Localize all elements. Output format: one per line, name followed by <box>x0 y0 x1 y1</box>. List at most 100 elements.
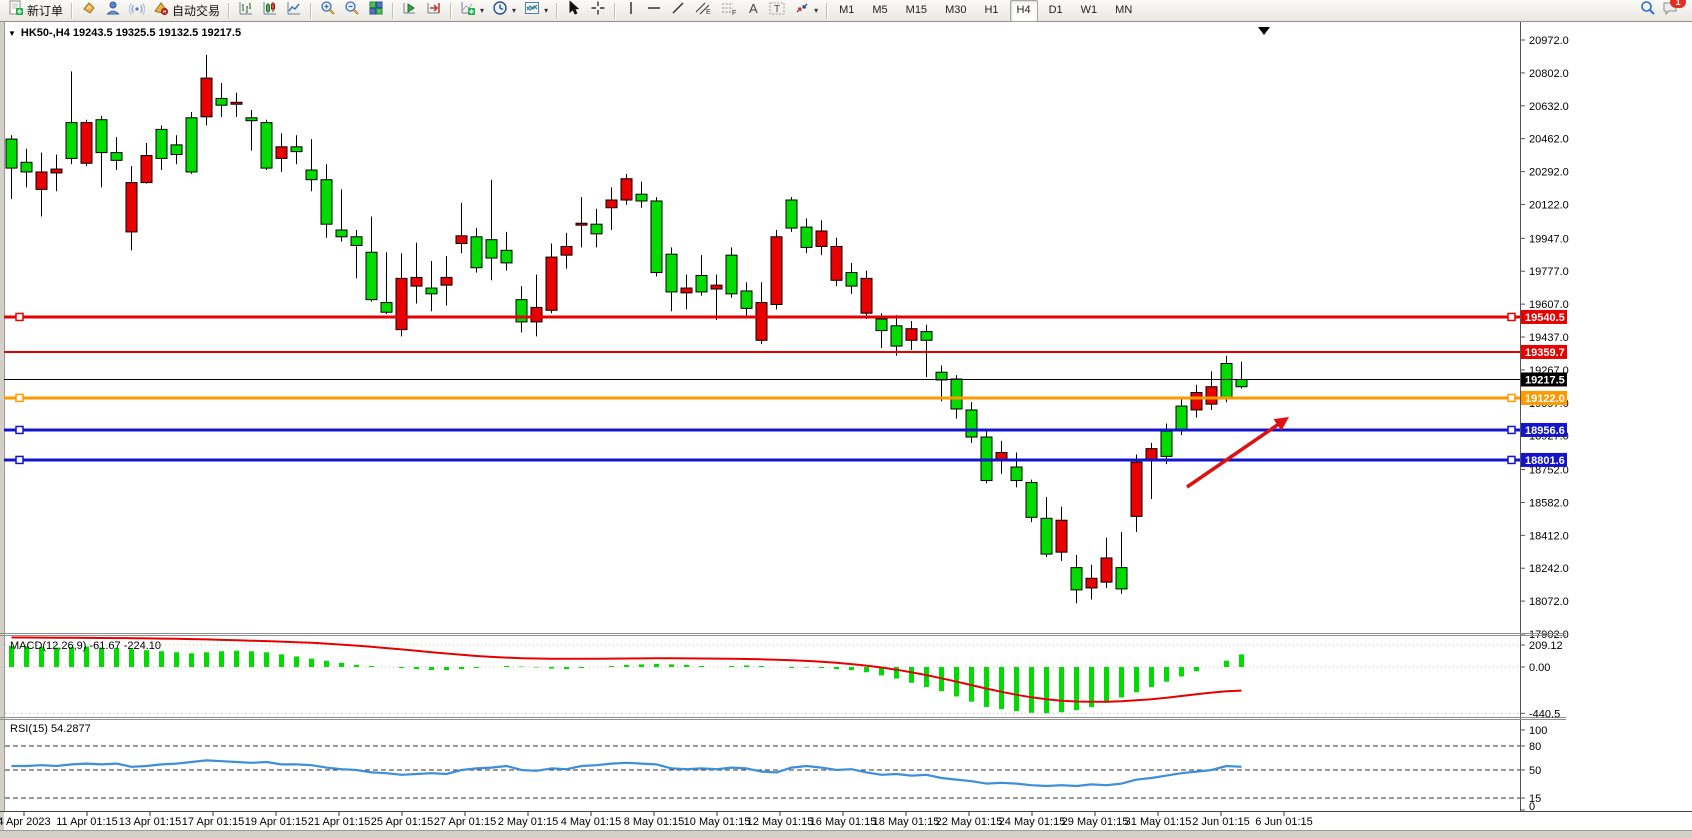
candlestick <box>1100 557 1113 583</box>
rsi-label: RSI(15) 54.2877 <box>10 723 91 735</box>
line-anchor[interactable] <box>1507 455 1516 465</box>
line-chart-mode-button[interactable] <box>282 0 306 22</box>
timeframe-M30[interactable]: M30 <box>945 3 967 16</box>
candlestick <box>620 178 633 201</box>
candlestick <box>20 161 33 173</box>
candlestick-mode-button[interactable] <box>258 0 282 22</box>
line-anchor[interactable] <box>15 312 24 322</box>
line-anchor[interactable] <box>1507 312 1516 322</box>
price-tick-label: 20972.0 <box>1529 35 1569 47</box>
indicators-button[interactable]: ▾ <box>456 0 488 22</box>
candlestick <box>1010 466 1023 482</box>
vertical-line-tool-button[interactable] <box>620 0 642 22</box>
arrows-tool-button[interactable]: ▾ <box>790 0 822 22</box>
notifications-button[interactable]: 1 <box>1662 0 1686 21</box>
line-anchor[interactable] <box>1507 425 1516 435</box>
macd-signal-line <box>11 636 1242 703</box>
timeframe-W1[interactable]: W1 <box>1080 3 1098 16</box>
fibonacci-tool-button[interactable]: F <box>716 0 742 22</box>
rsi-axis-label: 50 <box>1529 765 1541 777</box>
auto-scroll-button[interactable] <box>398 0 422 22</box>
bar-chart-mode-button[interactable] <box>234 0 258 22</box>
svg-text:T: T <box>774 4 780 15</box>
horizontal-line-tool-button[interactable] <box>642 0 666 22</box>
candlestick <box>200 77 213 118</box>
text-label-tool-button[interactable]: T <box>764 0 790 22</box>
candlestick <box>725 254 738 295</box>
candlestick <box>1220 363 1233 399</box>
time-tick-label: 25 Apr 01:15 <box>371 816 433 828</box>
line-anchor[interactable] <box>1507 393 1516 403</box>
candlestick <box>665 253 678 293</box>
price-axis[interactable]: 20972.0 20802.0 20632.0 20462.0 20292.0 20122… <box>1520 22 1569 812</box>
chart-collapse-icon[interactable]: ▼ <box>8 28 16 38</box>
channel-tool-button[interactable]: E <box>690 0 716 22</box>
svg-text:E: E <box>706 9 711 16</box>
time-tick-label: 19 Apr 01:15 <box>245 816 307 828</box>
time-axis[interactable]: 4 Apr 2023 11 Apr 01:15 13 Apr 01:15 17 Apr… <box>0 812 1313 828</box>
candlestick <box>755 302 768 341</box>
profile-button[interactable] <box>101 0 125 22</box>
trendline-tool-button[interactable] <box>666 0 690 22</box>
line-anchor[interactable] <box>15 455 24 465</box>
price-line-badge-label: 18956.6 <box>1525 425 1565 437</box>
timeframe-H4[interactable]: H4 <box>1009 0 1038 22</box>
zoom-out-icon <box>344 0 360 21</box>
timeframe-M5[interactable]: M5 <box>872 3 888 16</box>
candlestick <box>335 229 348 238</box>
rsi-panel[interactable]: 100 80 50 150 <box>5 725 1547 813</box>
trend-arrow[interactable] <box>1186 417 1289 489</box>
dropdown-caret-icon: ▾ <box>512 6 517 15</box>
autotrade-icon <box>153 0 169 21</box>
crosshair-tool-button[interactable] <box>586 0 610 22</box>
candlestick <box>905 328 918 341</box>
candlestick <box>800 226 813 248</box>
candlestick <box>155 128 168 159</box>
price-tick-label: 18242.0 <box>1529 563 1569 575</box>
chart-style-button[interactable] <box>77 0 101 22</box>
price-line-badge <box>1521 344 1567 359</box>
macd-axis-label: 209.12 <box>1529 640 1563 652</box>
timeframe-H1[interactable]: H1 <box>984 3 999 16</box>
time-tick-label: 31 May 01:15 <box>1125 816 1192 828</box>
time-tick-label: 12 May 01:15 <box>747 816 814 828</box>
macd-panel[interactable]: 209.12 0.00 -440.5 <box>5 636 1563 721</box>
tile-windows-button[interactable] <box>364 0 388 22</box>
chart-shift-button[interactable] <box>422 0 446 22</box>
periods-button[interactable]: ▾ <box>488 0 520 22</box>
templates-button[interactable]: ▾ <box>520 0 552 22</box>
timeframe-MN[interactable]: MN <box>1115 3 1133 16</box>
timeframe-M1[interactable]: M1 <box>839 3 855 16</box>
zoom-in-button[interactable] <box>316 0 340 22</box>
candlestick <box>575 222 588 226</box>
timeframe-D1[interactable]: D1 <box>1048 3 1063 16</box>
candlestick <box>50 168 63 174</box>
time-tick-label: 24 May 01:15 <box>999 816 1066 828</box>
search-icon[interactable] <box>1640 0 1656 21</box>
candlestick <box>425 287 438 295</box>
line-anchor[interactable] <box>15 425 24 435</box>
zoom-out-button[interactable] <box>340 0 364 22</box>
candlestick <box>395 277 408 331</box>
line-anchor[interactable] <box>15 393 24 403</box>
time-tick-label: 4 May 01:15 <box>561 816 622 828</box>
cursor-tool-button[interactable] <box>562 0 586 22</box>
gold-style-icon <box>81 0 97 21</box>
price-tick-label: 18752.0 <box>1529 465 1569 477</box>
chart-title-text: HK50-,H4 19243.5 19325.5 19132.5 19217.5 <box>20 27 242 39</box>
signal-button[interactable] <box>125 0 149 22</box>
price-line-badge-label: 19217.5 <box>1525 374 1565 386</box>
autotrade-button[interactable]: 自动交易 <box>149 0 224 22</box>
arrows-icon <box>794 0 810 21</box>
new-order-button[interactable]: 新订单 <box>4 0 67 22</box>
text-tool-button[interactable]: A <box>742 0 764 22</box>
auto-scroll-icon <box>402 0 418 21</box>
zoom-in-icon <box>320 0 336 21</box>
candlestick <box>695 274 708 293</box>
candlestick <box>1040 517 1053 555</box>
horizontal-lines <box>4 312 1520 465</box>
candlestick <box>1175 405 1188 430</box>
timeframe-M15[interactable]: M15 <box>905 3 928 16</box>
